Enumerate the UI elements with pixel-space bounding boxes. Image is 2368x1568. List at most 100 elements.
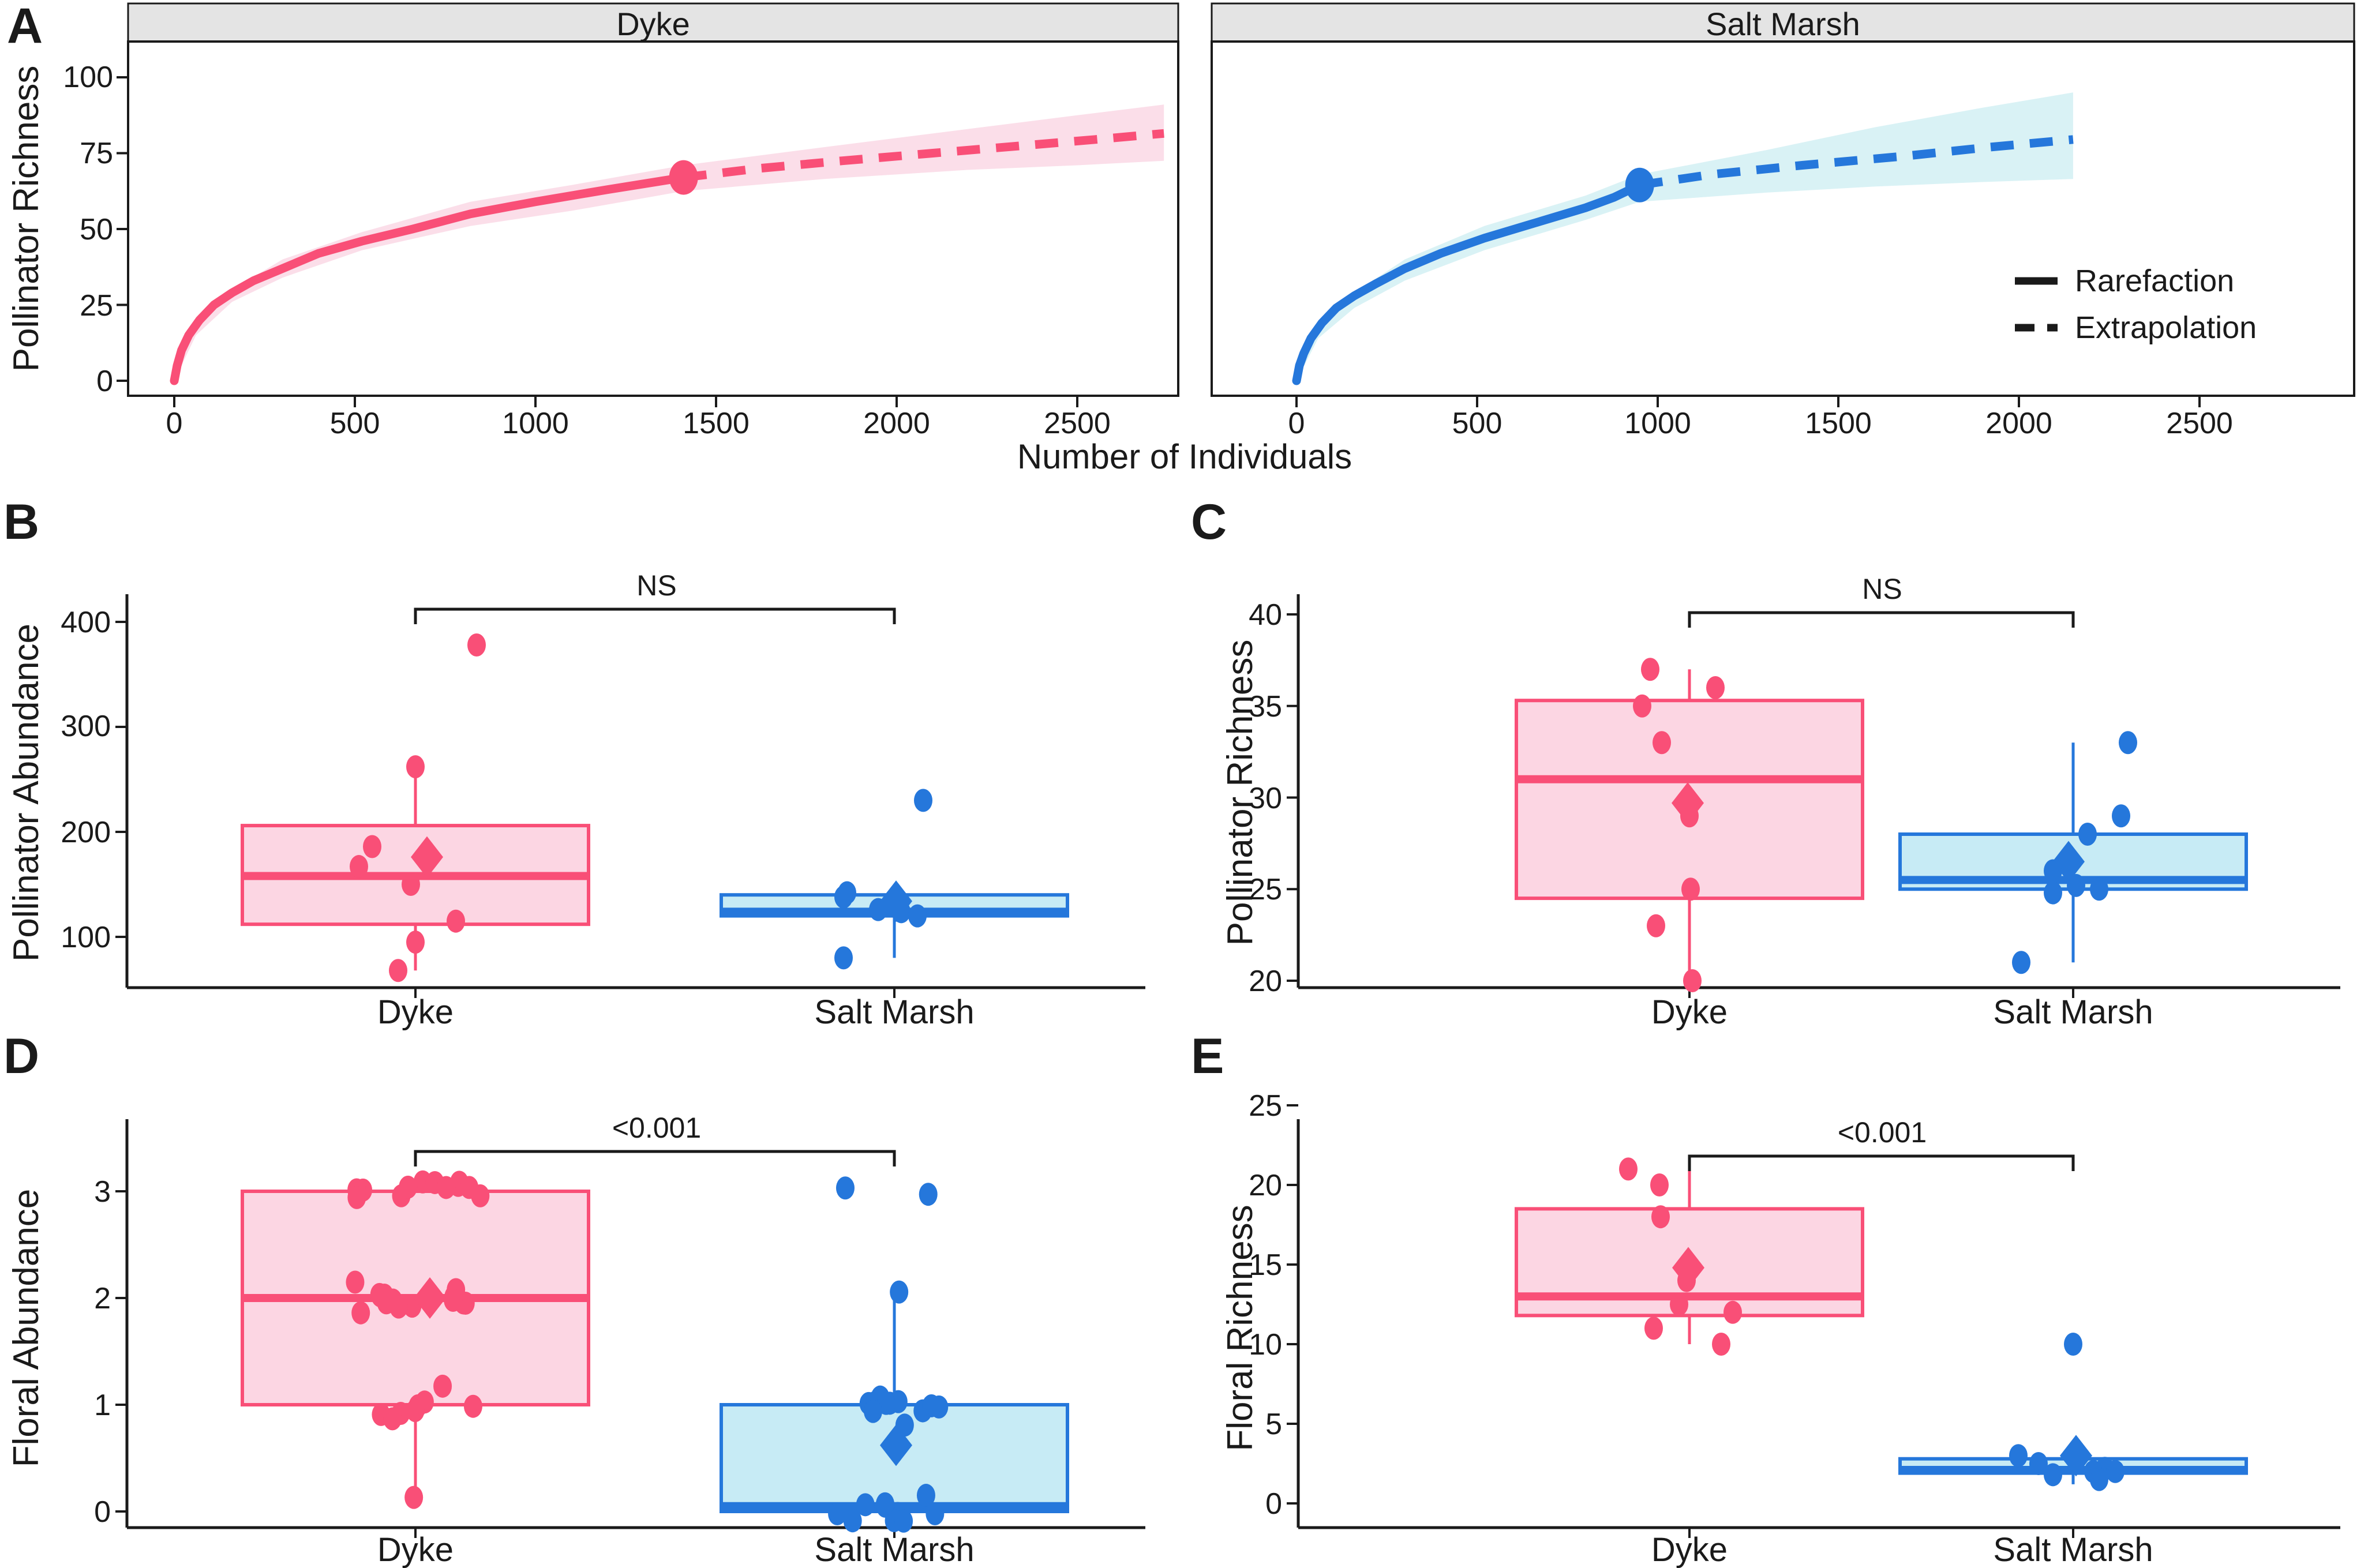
salt-marsh-data-point xyxy=(856,1493,875,1517)
salt-marsh-data-point xyxy=(2090,877,2108,901)
B-significance-bracket xyxy=(414,607,896,624)
dyke-data-point xyxy=(371,1284,390,1308)
c-ytick-20: 20 xyxy=(1249,965,1282,998)
c-ytick-30: 30 xyxy=(1249,782,1282,815)
b-ytick-400: 400 xyxy=(61,606,111,639)
salt-marsh-data-point xyxy=(843,1509,862,1533)
dyke-data-point xyxy=(1681,877,1700,901)
c-cat-salt-marsh: Salt Marsh xyxy=(1993,993,2153,1031)
a2-xtick-0: 0 xyxy=(1288,407,1305,440)
d-ytick-2: 2 xyxy=(94,1282,111,1315)
a1-xtick-0: 0 xyxy=(166,407,183,440)
dyke-data-point xyxy=(1619,1157,1638,1181)
salt-marsh-data-point xyxy=(914,789,932,812)
salt-marsh-data-point xyxy=(2064,1333,2082,1356)
e-ytick-5: 5 xyxy=(1265,1408,1282,1441)
salt-marsh-mean-diamond xyxy=(2060,1435,2092,1477)
dyke-data-point xyxy=(433,1374,452,1398)
b-cat-dyke: Dyke xyxy=(377,993,454,1031)
C-significance-bracket xyxy=(1688,611,2075,628)
dyke-data-point xyxy=(467,633,486,657)
dyke-extrapolation-curve xyxy=(683,129,1164,182)
b-ytick-300: 300 xyxy=(61,710,111,743)
dyke-data-point xyxy=(404,1486,424,1509)
salt-marsh-data-point xyxy=(908,904,927,928)
salt-marsh-data-point xyxy=(919,1183,938,1206)
facet-panel-border xyxy=(127,40,1179,397)
dyke-data-point xyxy=(406,931,425,954)
dyke-data-point xyxy=(347,1186,366,1209)
salt-marsh-data-point xyxy=(2009,1444,2028,1468)
d-ytick-0: 0 xyxy=(94,1495,111,1529)
dyke-mean-diamond xyxy=(1672,1247,1704,1289)
salt-marsh-data-point xyxy=(916,1484,935,1507)
c-ytick-40: 40 xyxy=(1249,598,1282,632)
salt-sample-endpoint xyxy=(1625,167,1654,202)
dyke-data-point xyxy=(1683,969,1702,992)
dyke-data-point xyxy=(406,755,425,779)
salt-marsh-data-point xyxy=(834,885,853,909)
panel-label-d: D xyxy=(3,1029,40,1084)
a-ytick-50: 50 xyxy=(80,213,113,246)
panel-label-b: B xyxy=(3,494,40,550)
a2-xtick-2500: 2500 xyxy=(2166,407,2233,440)
b-ytick-200: 200 xyxy=(61,816,111,849)
salt-marsh-data-point xyxy=(834,946,853,970)
d-cat-salt-marsh: Salt Marsh xyxy=(814,1531,975,1568)
a-ytick-100: 100 xyxy=(63,61,113,94)
salt-marsh-mean-diamond xyxy=(880,880,912,922)
a1-xtick-2000: 2000 xyxy=(863,407,930,440)
b-significance: NS xyxy=(636,569,677,602)
salt-marsh-data-point xyxy=(894,1509,913,1533)
panel-label-a: A xyxy=(7,0,43,54)
panel-label-c: C xyxy=(1191,494,1227,550)
dyke-data-point xyxy=(460,1176,479,1199)
e-ytick-0: 0 xyxy=(1265,1487,1282,1521)
dyke-rarefaction-curve xyxy=(170,173,688,385)
dyke-data-point xyxy=(1723,1300,1742,1324)
e-ytick-25: 25 xyxy=(1249,1089,1282,1123)
salt-marsh-data-point xyxy=(2090,1468,2108,1491)
e-ytick-20: 20 xyxy=(1249,1169,1282,1202)
d-significance: <0.001 xyxy=(612,1112,702,1144)
c-ytick-25: 25 xyxy=(1249,873,1282,906)
d-ytick-3: 3 xyxy=(94,1175,111,1209)
salt-marsh-data-point xyxy=(2044,1463,2062,1487)
dyke-data-point xyxy=(447,909,465,933)
facet-panel-border xyxy=(1211,40,2355,397)
salt-extrapolation-curve xyxy=(1639,135,2074,190)
dyke-data-point xyxy=(363,835,381,858)
salt-marsh-data-point xyxy=(2044,881,2062,905)
a1-xtick-1500: 1500 xyxy=(683,407,750,440)
salt-marsh-data-point xyxy=(926,1502,945,1525)
facet-strip-salt-marsh: Salt Marsh xyxy=(1706,6,1860,42)
e-ytick-15: 15 xyxy=(1249,1248,1282,1282)
dyke-data-point xyxy=(346,1270,365,1294)
salt-rarefaction-curve xyxy=(1292,181,1644,385)
salt-marsh-mean-diamond xyxy=(2052,841,2085,883)
dyke-data-point xyxy=(389,959,407,982)
salt-marsh-data-point xyxy=(875,1492,894,1516)
a2-xtick-1500: 1500 xyxy=(1805,407,1872,440)
a-ytick-75: 75 xyxy=(80,137,113,170)
c-ytick-35: 35 xyxy=(1249,690,1282,723)
dyke-data-point xyxy=(1647,914,1665,937)
a-ytick-25: 25 xyxy=(80,289,113,322)
dyke-sample-endpoint xyxy=(669,160,698,195)
salt-marsh-data-point xyxy=(2029,1452,2048,1475)
a-ytick-0: 0 xyxy=(96,365,113,398)
salt-marsh-data-point xyxy=(2119,731,2137,755)
axis-title-a-x: Number of Individuals xyxy=(1017,437,1352,476)
e-cat-dyke: Dyke xyxy=(1651,1531,1728,1568)
dyke-data-point xyxy=(1641,658,1659,681)
dyke-data-point xyxy=(1670,1293,1688,1316)
a1-xtick-500: 500 xyxy=(329,407,380,440)
facet-strip-dyke: Dyke xyxy=(616,6,690,42)
dyke-mean-diamond xyxy=(411,836,443,878)
legend-label-rarefaction: Rarefaction xyxy=(2075,264,2235,298)
salt-marsh-data-point xyxy=(828,1502,847,1525)
axis-title-d-y: Floral Abundance xyxy=(6,1188,46,1468)
D-significance-bracket xyxy=(414,1150,896,1166)
